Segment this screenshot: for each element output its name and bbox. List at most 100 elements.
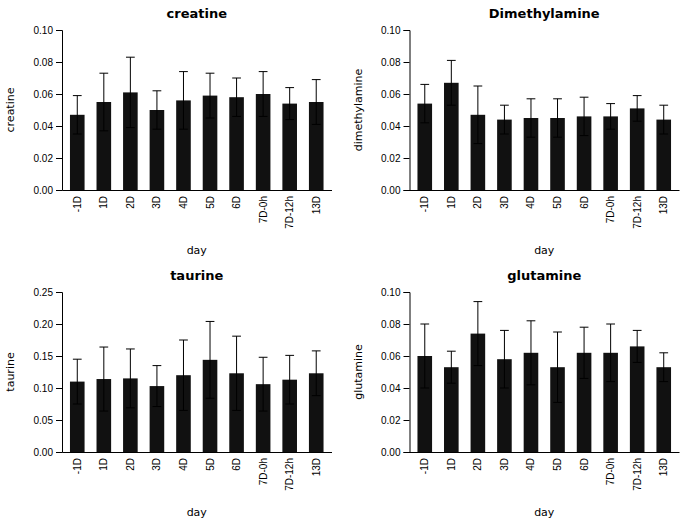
- error-bar-cap: [312, 79, 321, 80]
- tick: 0.00: [381, 447, 409, 458]
- error-bar-cap: [447, 105, 456, 106]
- error-bar: [312, 351, 321, 396]
- error-bar-cap: [206, 321, 215, 322]
- error-bar-stem: [210, 73, 211, 118]
- x-tick-label: 7D-0h: [258, 196, 269, 223]
- error-bar: [553, 99, 562, 137]
- error-bar-cap: [179, 410, 188, 411]
- error-bar-cap: [527, 137, 536, 138]
- error-bar-stem: [424, 324, 425, 388]
- error-bar-stem: [610, 104, 611, 130]
- tick-mark: [404, 388, 410, 389]
- tick-mark: [404, 94, 410, 95]
- tick: 1D: [98, 196, 109, 209]
- error-bar-cap: [285, 87, 294, 88]
- error-bar-cap: [473, 143, 482, 144]
- title: glutamine: [507, 268, 581, 283]
- tick: 0.10: [381, 25, 409, 36]
- error-bar-cap: [153, 406, 162, 407]
- error-bar-cap: [527, 320, 536, 321]
- error-bar-cap: [73, 95, 82, 96]
- error-bar: [153, 366, 162, 407]
- error-bar-cap: [580, 327, 589, 328]
- error-bar-cap: [606, 129, 615, 130]
- x-tick-label: 7D-0h: [605, 196, 616, 223]
- error-bar: [527, 321, 536, 385]
- tick: 4D: [178, 458, 189, 471]
- error-bar-cap: [553, 402, 562, 403]
- tick: 0.08: [381, 57, 409, 68]
- x-tick-label: 6D: [579, 458, 590, 471]
- x-tick-label: 7D-12h: [284, 458, 295, 491]
- x-tick-label: 5D: [552, 196, 563, 209]
- error-bar-cap: [473, 301, 482, 302]
- tick: 0.00: [34, 185, 62, 196]
- tick: 13D: [311, 458, 322, 476]
- tick-mark: [404, 420, 410, 421]
- y-tick-label: 0.10: [34, 383, 54, 394]
- tick-mark: [404, 126, 410, 127]
- tick-mark: [56, 158, 62, 159]
- y-tick-label: 0.04: [381, 383, 401, 394]
- x-tick-label: 13D: [311, 196, 322, 214]
- tick: 5D: [205, 196, 216, 209]
- error-bar-stem: [610, 324, 611, 382]
- error-bar-cap: [259, 411, 268, 412]
- tick: -1D: [72, 196, 83, 212]
- error-bar-cap: [126, 127, 135, 128]
- error-bar-cap: [206, 398, 215, 399]
- tick-mark: [56, 94, 62, 95]
- error-bar-cap: [232, 336, 241, 337]
- error-bar-cap: [633, 121, 642, 122]
- error-bar: [606, 324, 615, 382]
- x-tick-label: -1D: [419, 196, 430, 212]
- tick: 0.06: [381, 89, 409, 100]
- tick-mark: [56, 324, 62, 325]
- error-bar-stem: [584, 327, 585, 378]
- x-tick-label: 7D-12h: [632, 458, 643, 491]
- x-tick-label: 7D-0h: [258, 458, 269, 485]
- tick: 7D-0h: [258, 458, 269, 485]
- error-bar-cap: [633, 95, 642, 96]
- error-bar: [580, 97, 589, 135]
- error-bar-cap: [312, 350, 321, 351]
- x-tick-label: 3D: [499, 458, 510, 471]
- error-bar-cap: [553, 332, 562, 333]
- y-axis: 0.000.020.040.060.080.10: [34, 25, 63, 196]
- error-bar-cap: [312, 395, 321, 396]
- error-bar-stem: [103, 347, 104, 411]
- error-bar-cap: [420, 122, 429, 123]
- title: Dimethylamine: [489, 6, 600, 21]
- y-tick-label: 0.06: [34, 89, 54, 100]
- error-bar-cap: [285, 404, 294, 405]
- error-bar: [99, 73, 108, 131]
- error-bar-stem: [451, 351, 452, 383]
- error-bar-cap: [580, 135, 589, 136]
- x-tick-label: 2D: [472, 196, 483, 209]
- tick: 5D: [205, 458, 216, 471]
- x-axis: -1D1D2D3D4D5D6D7D-0h7D-12h13D: [410, 191, 680, 229]
- tick: 0.15: [34, 351, 62, 362]
- x-tick-label: 5D: [552, 458, 563, 471]
- tick-mark: [404, 158, 410, 159]
- y-tick-label: 0.04: [381, 121, 401, 132]
- error-bar-cap: [153, 365, 162, 366]
- error-bar: [633, 330, 642, 362]
- error-bar-stem: [210, 321, 211, 398]
- error-bar-cap: [420, 324, 429, 325]
- tick: 7D-12h: [632, 196, 643, 229]
- tick: 6D: [231, 196, 242, 209]
- y-tick-label: 0.10: [381, 25, 401, 36]
- error-bar: [447, 60, 456, 105]
- y-tick-label: 0.10: [34, 25, 54, 36]
- tick: 0.05: [34, 415, 62, 426]
- tick: 2D: [472, 458, 483, 471]
- x-tick-label: 3D: [151, 196, 162, 209]
- tick: 7D-0h: [605, 458, 616, 485]
- tick: 2D: [125, 458, 136, 471]
- error-bar-cap: [500, 388, 509, 389]
- tick: 0.10: [34, 383, 62, 394]
- panel: -1D1D2D3D4D5D6D7D-0h7D-12h13D0.000.050.1…: [4, 268, 332, 519]
- error-bar: [259, 72, 268, 117]
- error-bar-cap: [659, 381, 668, 382]
